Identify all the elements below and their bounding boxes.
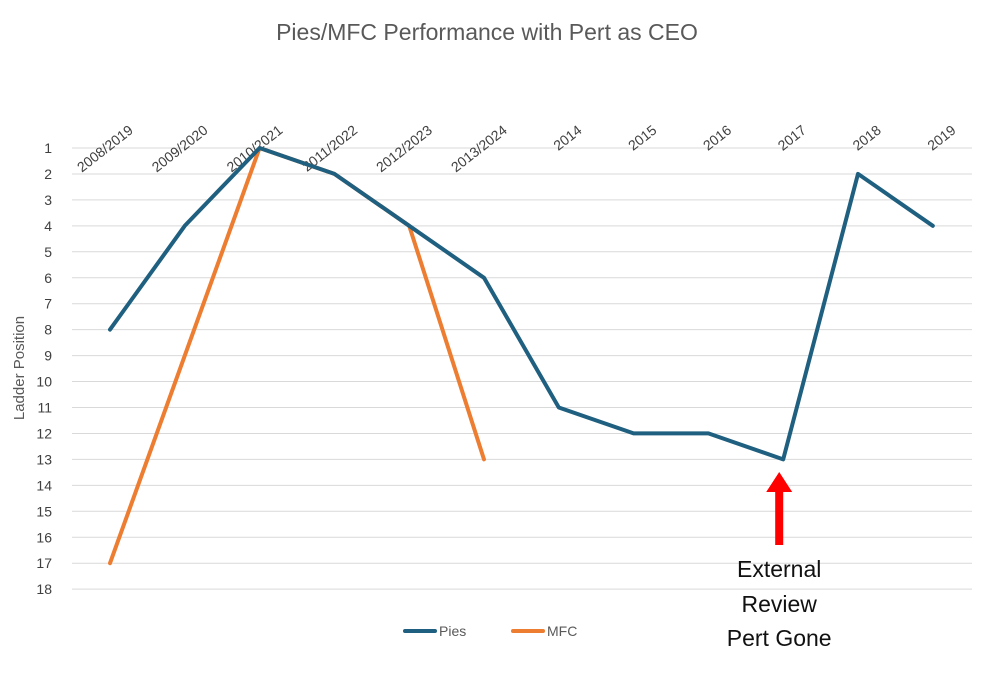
legend-label-mfc: MFC bbox=[547, 623, 577, 639]
y-tick-label: 18 bbox=[36, 581, 52, 597]
x-tick-label: 2015 bbox=[625, 122, 660, 154]
y-tick-label: 12 bbox=[36, 425, 52, 441]
legend-label-pies: Pies bbox=[439, 623, 466, 639]
series-line-pies bbox=[108, 146, 935, 462]
gridlines bbox=[72, 147, 972, 590]
y-tick-label: 13 bbox=[36, 451, 52, 467]
x-tick-label: 2016 bbox=[700, 122, 735, 154]
y-tick-label: 1 bbox=[44, 140, 52, 156]
annotation-text-line: External bbox=[737, 556, 821, 582]
annotation: External Review Pert Gone bbox=[727, 472, 832, 651]
y-tick-label: 10 bbox=[36, 374, 52, 390]
x-tick-label: 2018 bbox=[849, 122, 884, 154]
y-tick-label: 14 bbox=[36, 477, 52, 493]
y-tick-label: 17 bbox=[36, 555, 52, 571]
y-tick-label: 3 bbox=[44, 192, 52, 208]
y-tick-label: 16 bbox=[36, 529, 52, 545]
y-tick-label: 4 bbox=[44, 218, 52, 234]
annotation-text-line: Review bbox=[741, 591, 817, 617]
x-tick-label: 2017 bbox=[775, 122, 810, 154]
y-axis-label: Ladder Position bbox=[11, 316, 28, 420]
y-tick-label: 8 bbox=[44, 322, 52, 338]
y-tick-label: 5 bbox=[44, 244, 52, 260]
y-tick-label: 9 bbox=[44, 348, 52, 364]
y-tick-label: 15 bbox=[36, 503, 52, 519]
red-up-arrow-icon bbox=[766, 472, 793, 545]
y-tick-label: 6 bbox=[44, 270, 52, 286]
chart-title: Pies/MFC Performance with Pert as CEO bbox=[276, 19, 698, 45]
y-tick-label: 7 bbox=[44, 296, 52, 312]
legend: Pies MFC bbox=[403, 623, 577, 639]
annotation-text-line: Pert Gone bbox=[727, 625, 832, 651]
series-lines bbox=[108, 146, 935, 566]
y-tick-label: 11 bbox=[37, 400, 52, 416]
x-tick-label: 2019 bbox=[924, 122, 959, 154]
x-tick-label: 2014 bbox=[550, 122, 585, 154]
y-tick-label: 2 bbox=[44, 166, 52, 182]
